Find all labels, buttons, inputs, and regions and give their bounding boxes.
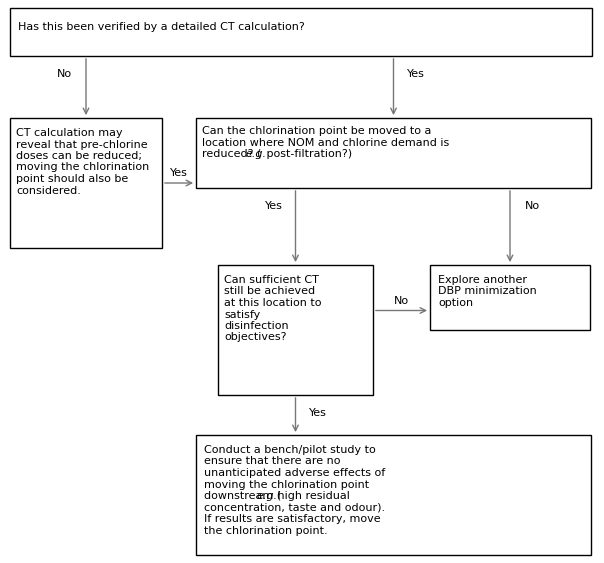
- Text: disinfection: disinfection: [224, 321, 289, 331]
- Text: No: No: [524, 201, 539, 211]
- Bar: [218, 265, 373, 395]
- Text: No: No: [56, 69, 71, 79]
- Text: e.g.: e.g.: [245, 149, 266, 159]
- Text: No: No: [394, 296, 409, 306]
- Text: e.g.: e.g.: [256, 491, 277, 501]
- Text: doses can be reduced;: doses can be reduced;: [16, 151, 142, 161]
- Text: If results are satisfactory, move: If results are satisfactory, move: [204, 514, 381, 524]
- Text: location where NOM and chlorine demand is: location where NOM and chlorine demand i…: [202, 137, 449, 148]
- Text: still be achieved: still be achieved: [224, 287, 315, 297]
- Text: post-filtration?): post-filtration?): [263, 149, 352, 159]
- Text: concentration, taste and odour).: concentration, taste and odour).: [204, 503, 385, 512]
- Text: DBP minimization: DBP minimization: [438, 287, 537, 297]
- Bar: [196, 118, 591, 188]
- Text: Yes: Yes: [406, 69, 425, 79]
- Text: Yes: Yes: [170, 168, 188, 178]
- Text: Yes: Yes: [309, 408, 326, 418]
- Text: reduced? (: reduced? (: [202, 149, 262, 159]
- Text: the chlorination point.: the chlorination point.: [204, 525, 327, 535]
- Text: at this location to: at this location to: [224, 298, 321, 308]
- Text: option: option: [438, 298, 473, 308]
- Text: Explore another: Explore another: [438, 275, 527, 285]
- Text: CT calculation may: CT calculation may: [16, 128, 123, 138]
- Text: Has this been verified by a detailed CT calculation?: Has this been verified by a detailed CT …: [18, 22, 305, 32]
- Text: considered.: considered.: [16, 185, 81, 195]
- Text: unanticipated adverse effects of: unanticipated adverse effects of: [204, 468, 385, 478]
- Text: satisfy: satisfy: [224, 310, 260, 319]
- Bar: [10, 118, 162, 248]
- Text: Can sufficient CT: Can sufficient CT: [224, 275, 319, 285]
- Bar: [196, 435, 591, 555]
- Text: Can the chlorination point be moved to a: Can the chlorination point be moved to a: [202, 126, 431, 136]
- Text: Conduct a bench/pilot study to: Conduct a bench/pilot study to: [204, 445, 376, 455]
- Text: moving the chlorination point: moving the chlorination point: [204, 480, 369, 489]
- Text: Yes: Yes: [265, 201, 283, 211]
- Text: objectives?: objectives?: [224, 333, 286, 342]
- Text: moving the chlorination: moving the chlorination: [16, 163, 149, 172]
- Text: ensure that there are no: ensure that there are no: [204, 457, 341, 467]
- Text: point should also be: point should also be: [16, 174, 128, 184]
- Text: downstream (: downstream (: [204, 491, 281, 501]
- Text: reveal that pre-chlorine: reveal that pre-chlorine: [16, 140, 147, 150]
- Bar: [430, 265, 590, 330]
- Text: high residual: high residual: [274, 491, 350, 501]
- Bar: [10, 8, 592, 56]
